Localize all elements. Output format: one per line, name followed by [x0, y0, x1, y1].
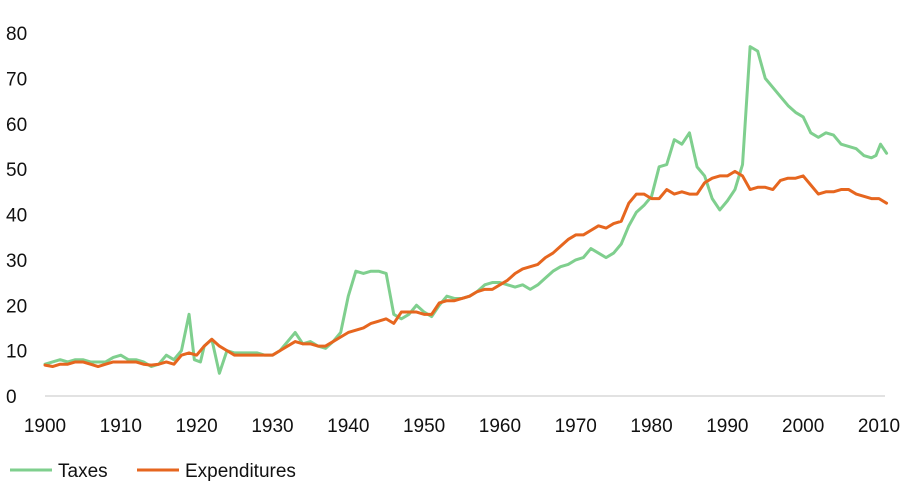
x-tick-label: 1950	[403, 416, 445, 437]
legend-label-expenditures: Expenditures	[185, 461, 296, 482]
x-tick-label: 2010	[858, 416, 900, 437]
x-tick-label: 1990	[706, 416, 748, 437]
y-tick-label: 0	[6, 387, 17, 408]
series-line-expenditures	[43, 169, 889, 369]
x-tick-label: 1960	[479, 416, 521, 437]
y-tick-label: 30	[6, 251, 27, 272]
x-tick-label: 2000	[782, 416, 824, 437]
x-tick-label: 1940	[327, 416, 369, 437]
y-axis-ticks: 0 10 20 30 40 50 60 70 80	[6, 24, 27, 408]
y-tick-label: 20	[6, 296, 27, 317]
series-layer	[43, 45, 889, 375]
y-tick-label: 60	[6, 115, 27, 136]
y-tick-label: 80	[6, 24, 27, 45]
x-tick-label: 1900	[24, 416, 66, 437]
x-tick-label: 1910	[100, 416, 142, 437]
x-tick-label: 1930	[251, 416, 293, 437]
legend: Taxes Expenditures	[10, 461, 296, 482]
y-tick-label: 70	[6, 69, 27, 90]
y-tick-label: 50	[6, 160, 27, 181]
y-tick-label: 10	[6, 342, 27, 363]
x-tick-label: 1980	[630, 416, 672, 437]
legend-label-taxes: Taxes	[58, 461, 108, 482]
x-tick-label: 1970	[555, 416, 597, 437]
y-tick-label: 40	[6, 206, 27, 227]
x-tick-label: 1920	[175, 416, 217, 437]
series-line-taxes	[43, 45, 889, 375]
x-axis-ticks: 1900 1910 1920 1930 1940 1950 1960 1970 1980 1990…	[24, 416, 900, 437]
